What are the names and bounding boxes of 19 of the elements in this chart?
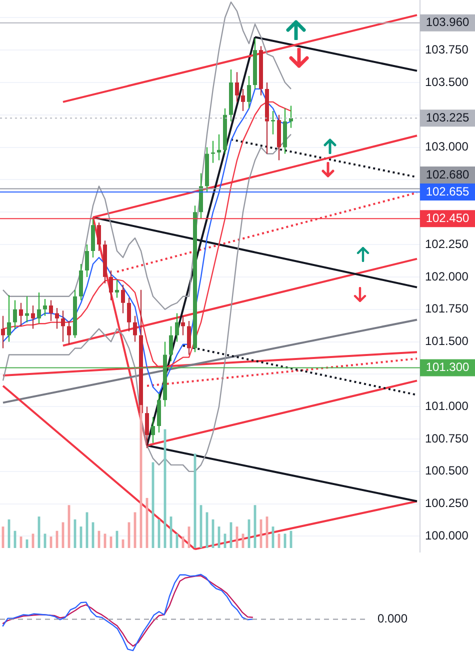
ref-line-label: 102.680 <box>426 167 470 182</box>
ref-line-label: 102.655 <box>426 184 470 198</box>
ref-line-label: 103.960 <box>426 15 470 30</box>
y-tick-label: 100.750 <box>425 431 469 446</box>
y-tick-label: 100.250 <box>425 496 469 510</box>
ref-line-label: 102.450 <box>426 210 470 225</box>
y-tick-label: 101.000 <box>425 398 469 413</box>
ref-line-label: 0.000 <box>377 612 408 626</box>
ref-line-label: 101.300 <box>426 360 470 374</box>
y-tick-label: 103.750 <box>425 42 469 56</box>
y-tick-label: 103.500 <box>425 74 469 89</box>
y-tick-label: 100.000 <box>425 528 469 543</box>
y-tick-label: 101.750 <box>425 302 469 316</box>
ref-line-label: 103.225 <box>426 110 470 124</box>
y-tick-label: 102.000 <box>425 269 469 284</box>
y-tick-label: 100.500 <box>425 464 469 478</box>
y-tick-label: 103.000 <box>425 140 469 154</box>
y-tick-label: 101.500 <box>425 334 469 348</box>
y-tick-label: 102.250 <box>425 236 469 251</box>
